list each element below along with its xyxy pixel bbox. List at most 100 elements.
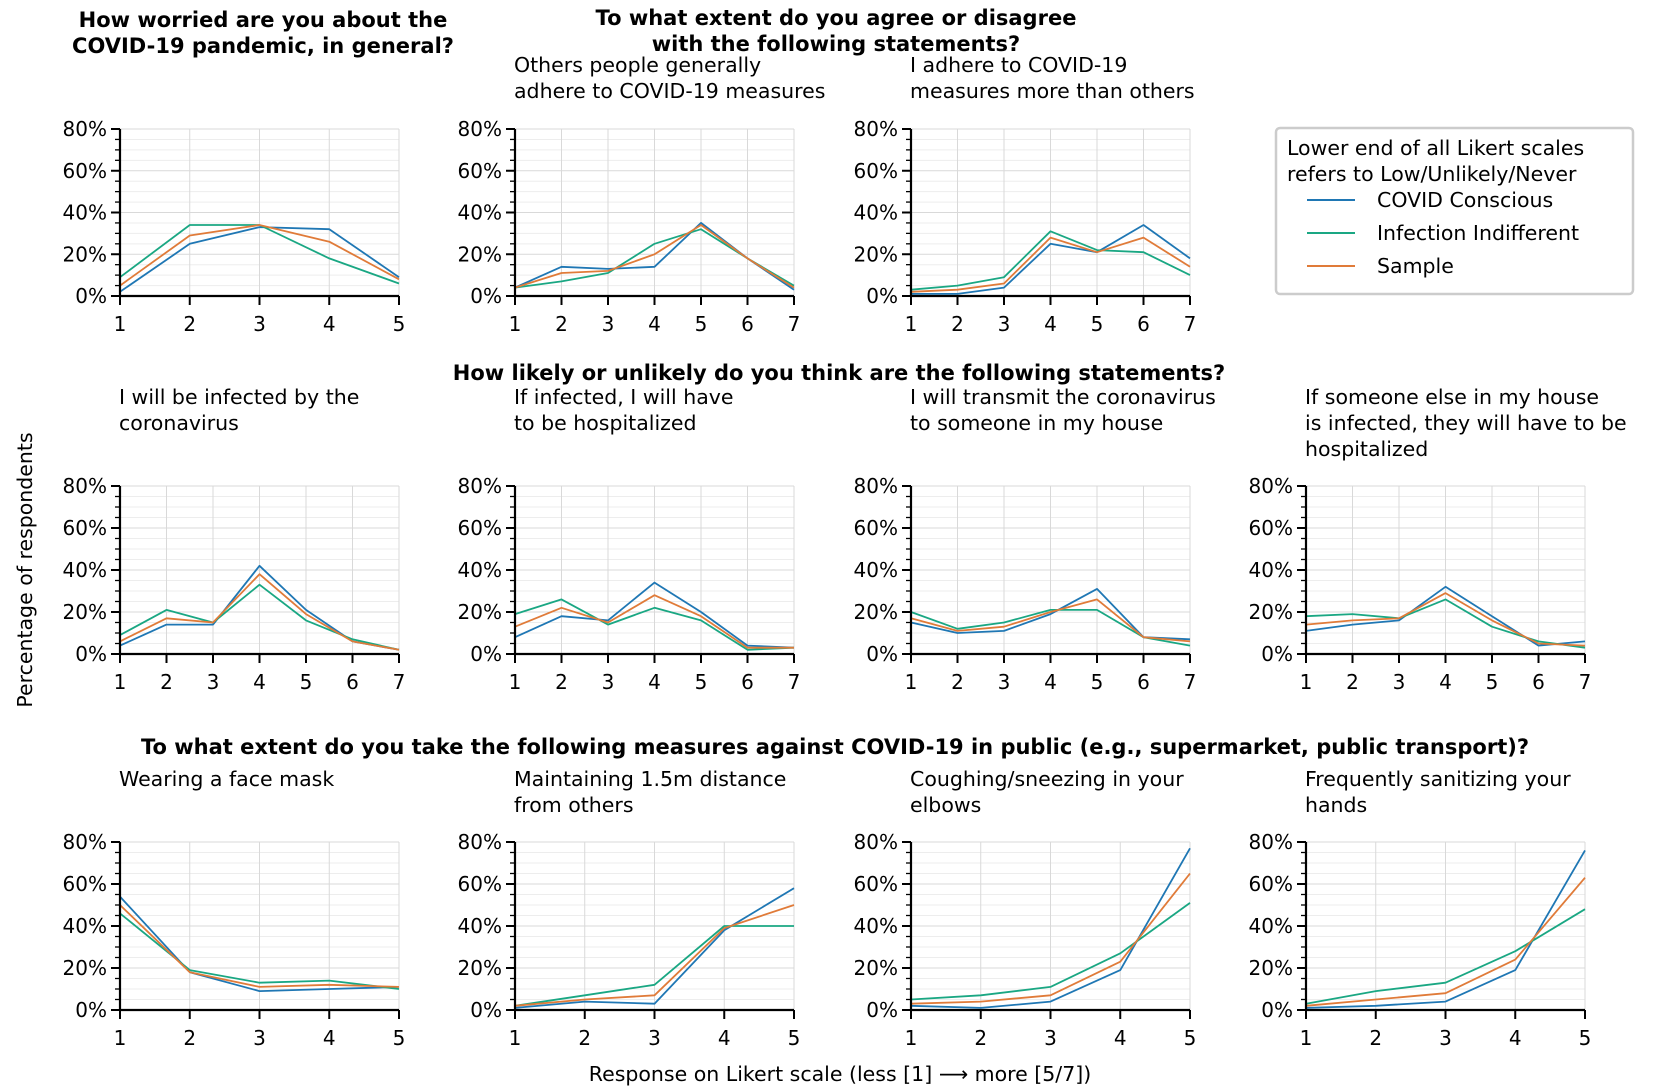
x-tick-label: 5: [393, 312, 406, 336]
series-line: [1305, 592, 1586, 647]
panel-title: measures more than others: [910, 79, 1195, 103]
series-line: [910, 847, 1191, 1009]
x-tick-label: 7: [1184, 670, 1197, 694]
panel-title: from others: [514, 793, 634, 817]
y-tick-label: 60%: [1249, 872, 1293, 896]
heading-line: How worried are you about the: [79, 8, 448, 32]
x-tick-label: 4: [648, 670, 661, 694]
x-tick-label: 2: [951, 312, 964, 336]
y-tick-label: 60%: [458, 516, 502, 540]
x-tick-label: 2: [183, 312, 196, 336]
x-tick-label: 7: [1579, 670, 1592, 694]
series-line: [119, 912, 400, 990]
series-line: [514, 594, 794, 649]
x-tick-label: 7: [393, 670, 406, 694]
panel-title: is infected, they will have to be: [1305, 411, 1627, 435]
series-line: [119, 895, 400, 992]
series-line: [1305, 598, 1586, 649]
panel-title: coronavirus: [119, 411, 239, 435]
y-tick-label: 20%: [458, 956, 502, 980]
y-tick-label: 20%: [1249, 600, 1293, 624]
y-tick-label: 0%: [470, 642, 502, 666]
series-line: [1305, 849, 1586, 1009]
x-tick-label: 7: [1184, 312, 1197, 336]
x-tick-label: 2: [1346, 670, 1359, 694]
y-tick-label: 20%: [854, 956, 898, 980]
series-line: [910, 872, 1191, 1005]
series-line: [119, 573, 400, 651]
panel-title: If infected, I will have: [514, 385, 734, 409]
x-tick-label: 2: [555, 670, 568, 694]
series-line: [514, 581, 795, 649]
y-tick-label: 20%: [63, 956, 107, 980]
y-tick-label: 60%: [854, 159, 898, 183]
heading-line: To what extent do you agree or disagree: [596, 6, 1077, 30]
heading-line: COVID-19 pandemic, in general?: [72, 34, 454, 58]
series-line: [119, 224, 400, 287]
panel-title: If someone else in my house: [1305, 385, 1599, 409]
heading-line: How likely or unlikely do you think are …: [453, 361, 1225, 385]
panel-title: Wearing a face mask: [119, 767, 334, 791]
series-line: [514, 887, 795, 1009]
y-tick-label: 60%: [63, 872, 107, 896]
x-tick-label: 2: [578, 1026, 591, 1050]
y-tick-label: 20%: [63, 242, 107, 266]
x-tick-label: 2: [555, 312, 568, 336]
x-tick-label: 6: [1532, 670, 1545, 694]
x-tick-label: 3: [602, 670, 615, 694]
x-tick-label: 4: [1439, 670, 1452, 694]
y-tick-label: 0%: [1261, 642, 1293, 666]
x-tick-label: 1: [1300, 670, 1313, 694]
x-tick-label: 1: [905, 1026, 918, 1050]
y-tick-label: 80%: [1249, 830, 1293, 854]
y-tick-label: 80%: [63, 117, 107, 141]
x-tick-label: 6: [741, 312, 754, 336]
x-tick-label: 5: [1486, 670, 1499, 694]
y-tick-label: 0%: [75, 642, 107, 666]
x-tick-label: 2: [974, 1026, 987, 1050]
legend-entry: Infection Indifferent: [1377, 221, 1579, 245]
x-tick-label: 1: [509, 670, 522, 694]
x-tick-label: 3: [1044, 1026, 1057, 1050]
y-tick-label: 60%: [1249, 516, 1293, 540]
x-tick-label: 3: [207, 670, 220, 694]
x-tick-label: 3: [602, 312, 615, 336]
heading-line: To what extent do you take the following…: [141, 735, 1529, 759]
y-tick-label: 60%: [458, 159, 502, 183]
y-tick-label: 80%: [63, 830, 107, 854]
x-tick-label: 3: [253, 312, 266, 336]
y-tick-label: 20%: [458, 242, 502, 266]
panel-title: Coughing/sneezing in your: [910, 767, 1184, 791]
x-axis-label: Response on Likert scale (less [1] ⟶ mor…: [589, 1062, 1091, 1086]
y-tick-label: 40%: [458, 914, 502, 938]
series-line: [119, 226, 400, 293]
x-tick-label: 5: [695, 312, 708, 336]
series-line: [1305, 908, 1586, 1005]
x-tick-label: 2: [160, 670, 173, 694]
x-tick-label: 6: [346, 670, 359, 694]
x-tick-label: 4: [323, 1026, 336, 1050]
y-tick-label: 0%: [75, 998, 107, 1022]
y-tick-label: 60%: [854, 872, 898, 896]
y-tick-label: 80%: [854, 830, 898, 854]
y-tick-label: 80%: [458, 830, 502, 854]
x-tick-label: 3: [1393, 670, 1406, 694]
x-tick-label: 2: [1369, 1026, 1382, 1050]
y-tick-label: 60%: [458, 872, 502, 896]
x-tick-label: 4: [253, 670, 266, 694]
legend-box: [1274, 126, 1635, 296]
y-tick-label: 0%: [866, 642, 898, 666]
x-tick-label: 4: [323, 312, 336, 336]
panel-title: I will be infected by the: [119, 385, 359, 409]
y-tick-label: 20%: [854, 242, 898, 266]
x-tick-label: 4: [1044, 670, 1057, 694]
x-tick-label: 1: [509, 1026, 522, 1050]
x-tick-label: 3: [1439, 1026, 1452, 1050]
y-tick-label: 40%: [63, 201, 107, 225]
